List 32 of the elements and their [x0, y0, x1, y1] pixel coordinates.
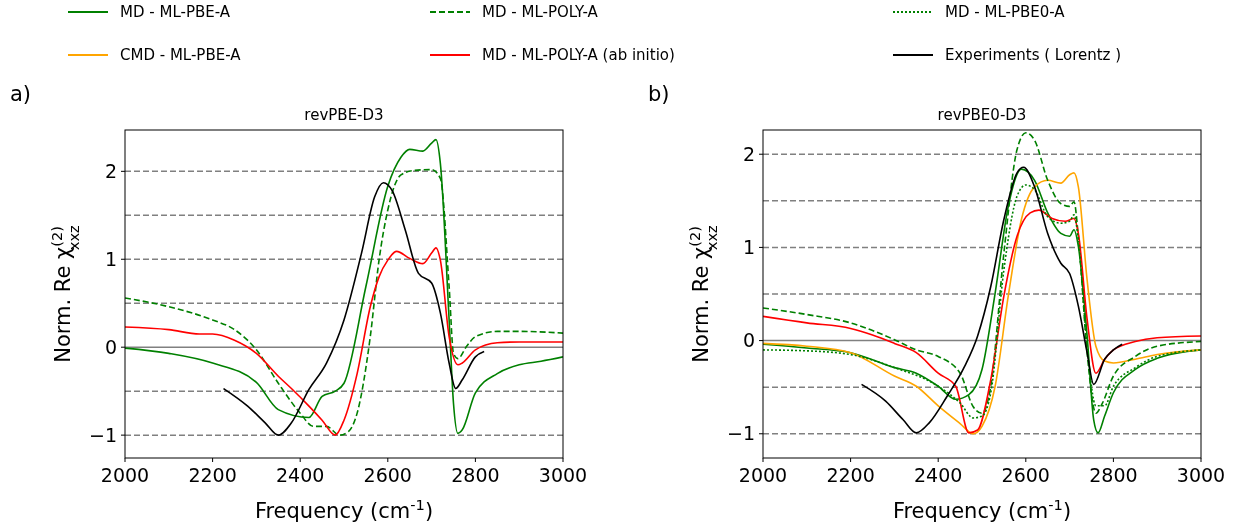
y-tick-label: 1	[104, 247, 117, 270]
x-tick-label: 2000	[738, 464, 788, 486]
x-tick-label: 2800	[1089, 464, 1138, 486]
x-tick-label: 2200	[826, 464, 875, 486]
legend-label: MD - ML-POLY-A (ab initio)	[482, 46, 675, 65]
x-tick-label: 3000	[1176, 464, 1226, 486]
x-tick-label: 2200	[188, 464, 237, 486]
x-tick-label: 2600	[1001, 464, 1050, 486]
text: b)	[648, 82, 670, 106]
y-tick-label: −1	[88, 423, 117, 446]
x-tick-label: 2400	[276, 464, 325, 486]
chart-title: revPBE-D3	[304, 106, 384, 124]
x-axis-title: Frequency (cm$^{-1}$)	[892, 495, 1072, 523]
legend-label: MD - ML-PBE0-A	[945, 3, 1066, 22]
x-axis-title: Frequency (cm$^{-1}$)	[254, 495, 434, 523]
legend-label: Experiments ( Lorentz )	[945, 46, 1122, 65]
y-tick-label: 0	[742, 329, 755, 352]
y-tick-label: 2	[104, 159, 117, 182]
x-tick-label: 3000	[538, 464, 588, 486]
y-tick-label: −1	[726, 422, 755, 445]
y-tick-label: 2	[742, 142, 755, 165]
legend-label: MD - ML-POLY-A	[482, 3, 599, 22]
text: a)	[10, 82, 32, 106]
legend-label: CMD - ML-PBE-A	[120, 46, 242, 65]
y-tick-label: 0	[104, 335, 117, 358]
y-tick-label: 1	[742, 236, 755, 259]
x-tick-label: 2800	[451, 464, 500, 486]
x-tick-label: 2400	[914, 464, 963, 486]
x-tick-label: 2000	[100, 464, 150, 486]
x-tick-label: 2600	[363, 464, 412, 486]
chart-title: revPBE0-D3	[937, 106, 1027, 124]
legend-label: MD - ML-PBE-A	[120, 3, 231, 22]
